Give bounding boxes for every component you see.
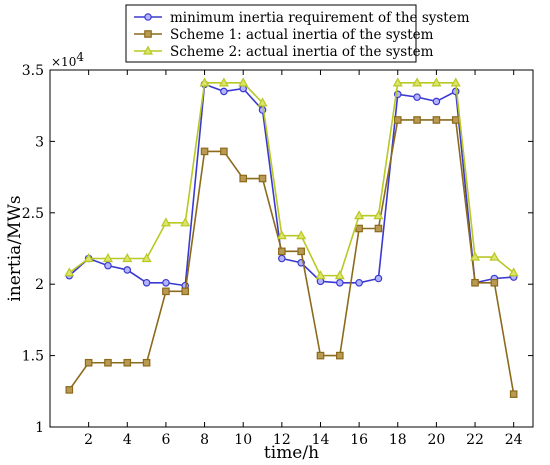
data-point: [278, 247, 286, 256]
x-tick-label: 12: [273, 432, 291, 448]
data-point: [432, 116, 441, 124]
data-point: [413, 116, 421, 124]
data-point: [297, 247, 305, 256]
data-point: [122, 253, 133, 263]
y-axis-title: inertia/MWs: [5, 195, 25, 301]
data-point: [276, 230, 287, 240]
data-point: [508, 267, 519, 277]
y-tick-label: 3: [35, 134, 44, 150]
data-point: [64, 267, 75, 277]
data-point: [162, 287, 170, 296]
y-tick-label: 1.5: [22, 349, 44, 365]
data-point: [374, 224, 383, 233]
data-point: [104, 261, 112, 270]
x-tick-label: 10: [234, 432, 252, 448]
data-point: [296, 230, 307, 240]
x-tick-label: 22: [466, 432, 484, 448]
data-point: [451, 116, 460, 124]
data-point: [162, 278, 170, 287]
data-point: [412, 77, 423, 87]
data-point: [200, 147, 209, 156]
x-axis-title: time/h: [264, 443, 319, 463]
data-point: [392, 77, 403, 87]
data-point: [65, 386, 74, 394]
data-point: [315, 270, 326, 280]
data-point: [355, 224, 363, 233]
data-point: [239, 174, 248, 183]
x-tick-label: 20: [427, 432, 445, 448]
data-point: [413, 93, 421, 101]
legend-label: minimum inertia requirement of the syste…: [170, 10, 470, 26]
x-tick-label: 18: [389, 432, 407, 448]
data-point: [160, 217, 171, 227]
legend-box: [125, 4, 417, 63]
data-point: [509, 390, 518, 398]
data-point: [335, 278, 344, 287]
data-point: [123, 358, 132, 367]
data-point: [373, 210, 384, 220]
data-point: [258, 174, 267, 183]
data-point: [432, 97, 441, 106]
plot-area: [49, 69, 534, 428]
data-point: [489, 251, 500, 261]
data-point: [355, 278, 363, 287]
data-point: [257, 97, 268, 107]
x-tick-label: 14: [312, 432, 330, 448]
data-point: [354, 210, 365, 220]
y-tick-label: 2.5: [22, 206, 44, 222]
data-point: [84, 358, 93, 367]
x-tick-label: 6: [161, 432, 170, 448]
plot-frame: [49, 69, 534, 428]
y-tick-label: 3.5: [22, 63, 44, 79]
data-point: [316, 351, 325, 360]
data-point: [142, 278, 151, 287]
x-tick-label: 8: [200, 432, 209, 448]
data-point: [199, 77, 210, 87]
y-tick-label: 1: [35, 420, 44, 436]
data-point: [220, 147, 228, 156]
data-point: [144, 13, 152, 21]
data-point: [336, 351, 344, 360]
x-tick-label: 4: [123, 432, 132, 448]
data-point: [334, 270, 345, 280]
x-tick-label: 2: [84, 432, 93, 448]
legend-label: Scheme 1: actual inertia of the system: [170, 27, 434, 43]
data-point: [123, 266, 132, 274]
data-point: [218, 77, 229, 87]
data-point: [490, 278, 499, 287]
data-point: [220, 87, 228, 96]
data-point: [104, 358, 112, 367]
data-point: [238, 77, 249, 87]
data-point: [393, 116, 402, 124]
series-triangle: [64, 77, 519, 280]
data-point: [141, 253, 152, 263]
data-point: [470, 251, 481, 261]
data-point: [144, 30, 152, 38]
data-point: [431, 77, 442, 87]
data-point: [180, 217, 191, 227]
series-lines: [64, 77, 519, 398]
series-square: [65, 116, 518, 398]
data-point: [450, 77, 461, 87]
x-tick-label: 16: [350, 432, 368, 448]
data-point: [142, 358, 151, 367]
legend-label: Scheme 2: actual inertia of the system: [170, 44, 434, 60]
data-point: [471, 278, 479, 287]
data-point: [181, 287, 190, 296]
data-point: [83, 253, 94, 263]
y-axis-exponent: ×104: [51, 50, 84, 69]
y-tick-label: 2: [35, 277, 44, 293]
x-tick-label: 24: [505, 432, 523, 448]
data-point: [374, 274, 383, 283]
data-point: [278, 254, 286, 263]
legend: minimum inertia requirement of the syste…: [125, 4, 470, 63]
data-point: [142, 45, 154, 55]
series-line: [68, 82, 515, 277]
data-point: [102, 253, 113, 263]
